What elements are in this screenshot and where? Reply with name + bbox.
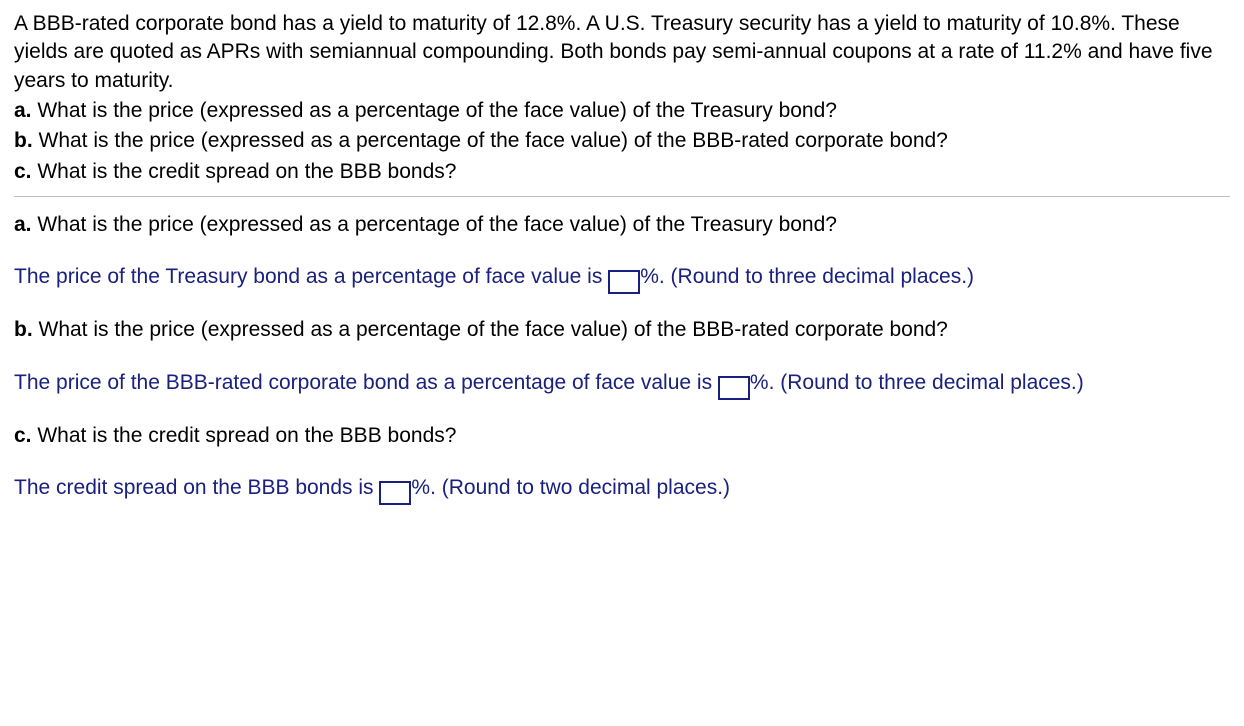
- question-c-label: c.: [14, 424, 32, 447]
- problem-part-b: b. What is the price (expressed as a per…: [14, 127, 1230, 155]
- part-a-label: a.: [14, 99, 32, 122]
- problem-part-a: a. What is the price (expressed as a per…: [14, 97, 1230, 125]
- part-c-text: What is the credit spread on the BBB bon…: [32, 160, 457, 183]
- answer-a-input[interactable]: [608, 270, 640, 294]
- divider: [14, 196, 1230, 197]
- problem-part-c: c. What is the credit spread on the BBB …: [14, 158, 1230, 186]
- part-b-label: b.: [14, 129, 33, 152]
- answer-c-unit: %.: [411, 476, 441, 499]
- answer-c-input[interactable]: [379, 481, 411, 505]
- part-c-label: c.: [14, 160, 32, 183]
- answer-b-lead: The price of the BBB-rated corporate bon…: [14, 371, 718, 394]
- problem-intro: A BBB-rated corporate bond has a yield t…: [14, 12, 1213, 92]
- question-a: a. What is the price (expressed as a per…: [14, 211, 1230, 239]
- answer-c-hint: (Round to two decimal places.): [442, 476, 730, 499]
- answer-a-lead: The price of the Treasury bond as a perc…: [14, 265, 608, 288]
- answer-c-line: The credit spread on the BBB bonds is %.…: [14, 472, 1230, 505]
- answer-a-hint: (Round to three decimal places.): [671, 265, 975, 288]
- answer-b-hint: (Round to three decimal places.): [780, 371, 1084, 394]
- answer-a-unit: %.: [640, 265, 670, 288]
- question-b-label: b.: [14, 318, 33, 341]
- question-a-text: What is the price (expressed as a percen…: [32, 213, 837, 236]
- answer-a-line: The price of the Treasury bond as a perc…: [14, 261, 1230, 294]
- question-a-label: a.: [14, 213, 32, 236]
- answer-c-lead: The credit spread on the BBB bonds is: [14, 476, 379, 499]
- question-b: b. What is the price (expressed as a per…: [14, 316, 1230, 344]
- question-b-text: What is the price (expressed as a percen…: [33, 318, 948, 341]
- problem-statement: A BBB-rated corporate bond has a yield t…: [14, 10, 1230, 186]
- answer-b-unit: %.: [750, 371, 780, 394]
- part-a-text: What is the price (expressed as a percen…: [32, 99, 837, 122]
- question-c: c. What is the credit spread on the BBB …: [14, 422, 1230, 450]
- part-b-text: What is the price (expressed as a percen…: [33, 129, 948, 152]
- answer-b-input[interactable]: [718, 376, 750, 400]
- question-c-text: What is the credit spread on the BBB bon…: [32, 424, 457, 447]
- answer-b-line: The price of the BBB-rated corporate bon…: [14, 367, 1230, 400]
